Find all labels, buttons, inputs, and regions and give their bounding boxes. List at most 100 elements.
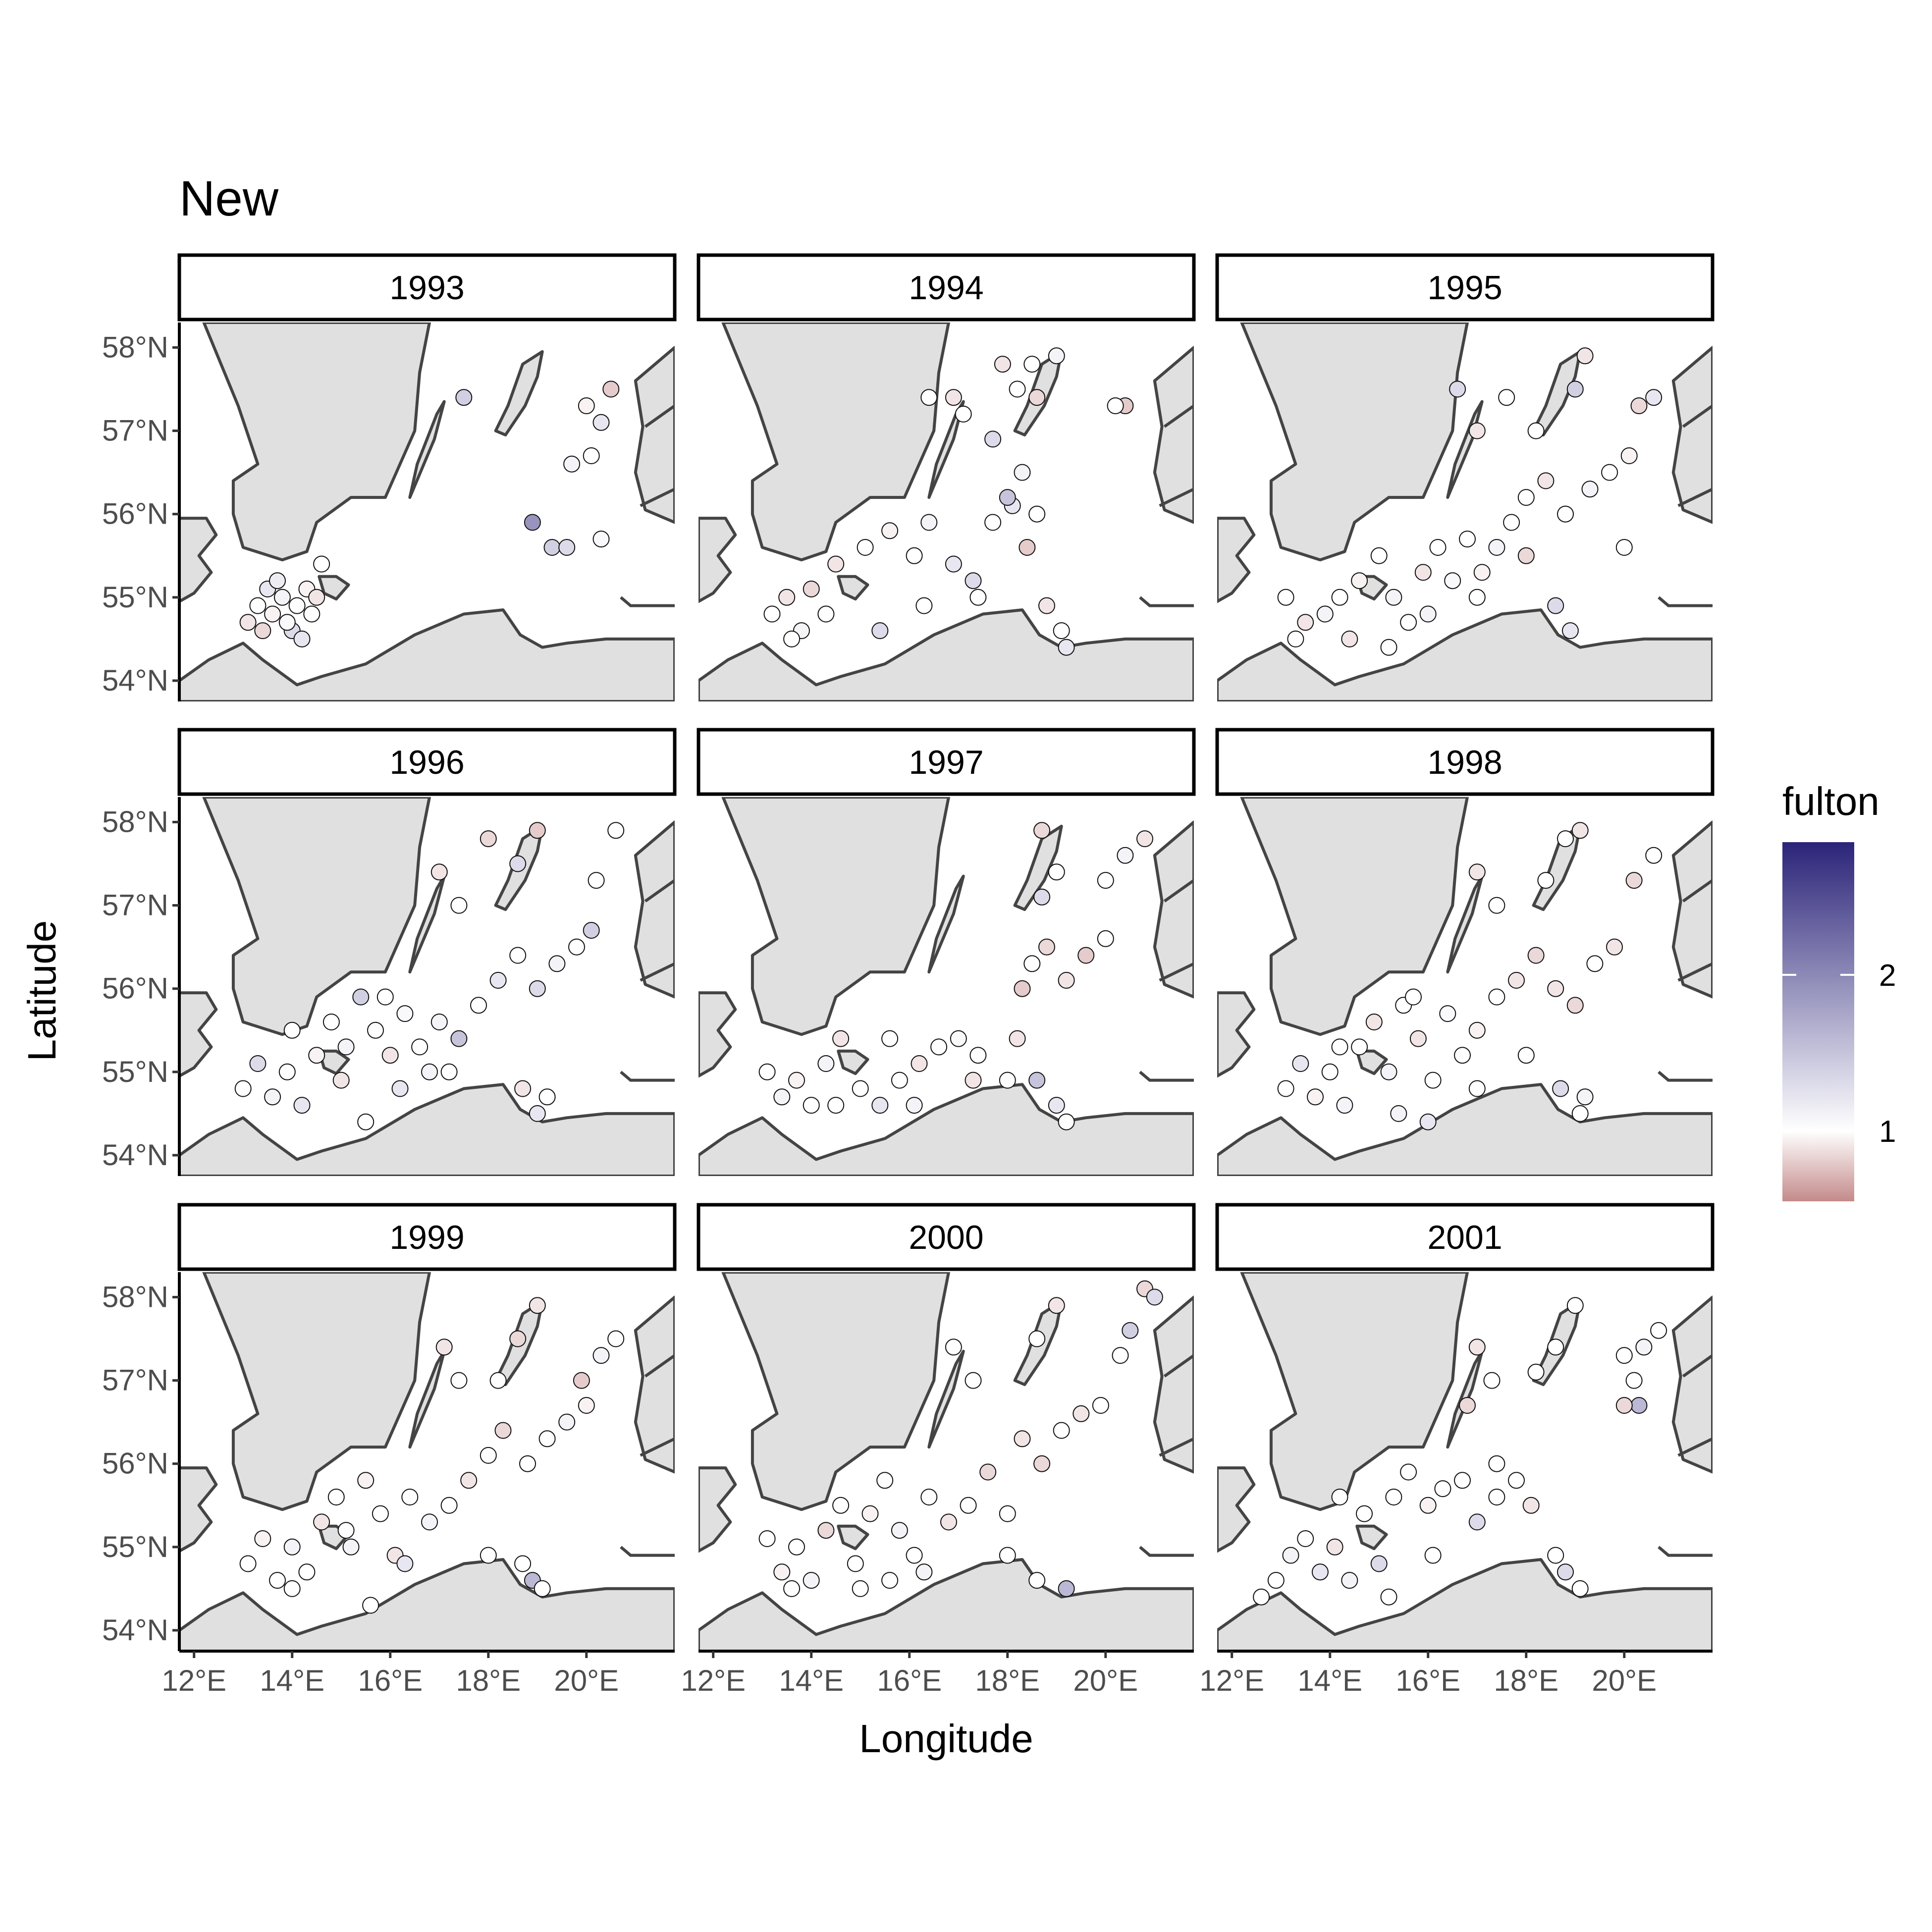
station-point bbox=[1419, 605, 1437, 623]
station-point bbox=[969, 1047, 987, 1064]
border-line bbox=[1163, 404, 1194, 428]
station-point bbox=[1365, 1014, 1383, 1030]
map-area bbox=[698, 1272, 1194, 1651]
facet-strip-label: 2000 bbox=[909, 1219, 983, 1256]
station-point bbox=[1097, 872, 1114, 889]
map-area bbox=[698, 797, 1194, 1176]
station-point bbox=[602, 380, 620, 398]
station-point bbox=[1625, 1372, 1643, 1389]
station-point bbox=[1615, 539, 1633, 556]
station-point bbox=[984, 430, 1002, 448]
station-point bbox=[435, 1339, 453, 1356]
land-polygon bbox=[1217, 517, 1256, 603]
station-point bbox=[920, 514, 938, 531]
station-point bbox=[1048, 863, 1065, 881]
y-tick-label: 56°N bbox=[102, 972, 168, 1005]
border-line bbox=[1682, 404, 1713, 428]
station-point bbox=[1566, 380, 1584, 398]
station-point bbox=[421, 1063, 438, 1080]
station-point bbox=[1331, 589, 1348, 606]
station-point bbox=[1517, 1047, 1535, 1064]
facet-strip-label: 1995 bbox=[1427, 269, 1502, 307]
station-point bbox=[480, 1447, 497, 1464]
station-point bbox=[906, 1547, 923, 1564]
station-point bbox=[871, 1097, 889, 1114]
station-point bbox=[450, 1030, 468, 1047]
station-point bbox=[1503, 514, 1520, 531]
station-point bbox=[817, 1522, 835, 1539]
station-point bbox=[1053, 1422, 1070, 1439]
land-polygon bbox=[1240, 322, 1469, 562]
station-point bbox=[480, 1547, 497, 1564]
land-polygon bbox=[698, 1466, 737, 1553]
land-polygon bbox=[837, 1524, 869, 1551]
station-point bbox=[881, 1030, 899, 1047]
map-panel bbox=[698, 797, 1194, 1176]
station-point bbox=[283, 1580, 301, 1597]
station-point bbox=[391, 1080, 409, 1097]
facet-panel: 1996 54°N 55°N 56°N 57°N 58°N bbox=[102, 728, 677, 1176]
station-point bbox=[1527, 422, 1545, 439]
facet-panel: 1997 bbox=[697, 728, 1196, 1176]
station-point bbox=[421, 1513, 438, 1531]
land-polygon bbox=[202, 797, 431, 1036]
station-point bbox=[1253, 1588, 1270, 1606]
station-point bbox=[906, 1097, 923, 1114]
facet-strip-label: 1996 bbox=[389, 744, 464, 781]
station-point bbox=[558, 1413, 576, 1431]
station-point bbox=[1009, 1030, 1026, 1047]
chart-title: New bbox=[179, 171, 279, 226]
facet-strip bbox=[177, 728, 677, 796]
land-polygon bbox=[721, 797, 950, 1036]
land-polygon bbox=[634, 1295, 675, 1474]
station-point bbox=[1058, 971, 1075, 989]
station-point bbox=[1385, 589, 1402, 606]
station-point bbox=[1277, 1080, 1294, 1097]
station-point bbox=[514, 1080, 532, 1097]
station-point bbox=[945, 389, 962, 406]
station-point bbox=[509, 855, 527, 872]
station-point bbox=[519, 1455, 536, 1472]
station-point bbox=[583, 447, 600, 464]
station-point bbox=[1615, 1397, 1633, 1414]
station-point bbox=[920, 389, 938, 406]
y-tick-label: 54°N bbox=[102, 664, 168, 697]
station-point bbox=[1561, 622, 1579, 640]
facet-strip bbox=[1215, 1203, 1715, 1271]
station-point bbox=[249, 1055, 267, 1072]
x-tick-label: 18°E bbox=[975, 1664, 1040, 1697]
x-tick-label: 14°E bbox=[1297, 1664, 1362, 1697]
station-point bbox=[1566, 1297, 1584, 1314]
station-point bbox=[915, 597, 933, 614]
border-line bbox=[644, 879, 675, 903]
map-area bbox=[698, 322, 1194, 701]
station-point bbox=[1048, 1097, 1065, 1114]
station-point bbox=[1444, 572, 1461, 590]
station-point bbox=[1038, 938, 1055, 956]
x-tick-label: 16°E bbox=[1395, 1664, 1460, 1697]
station-point bbox=[773, 1088, 791, 1106]
station-point bbox=[881, 1572, 899, 1589]
station-point bbox=[1547, 980, 1564, 997]
station-point bbox=[1370, 547, 1388, 564]
station-point bbox=[401, 1489, 419, 1505]
land-polygon bbox=[1532, 350, 1582, 436]
land-polygon bbox=[1446, 874, 1484, 974]
station-point bbox=[1316, 605, 1334, 623]
land-polygon bbox=[634, 820, 675, 999]
station-point bbox=[548, 955, 566, 972]
facet-panel: 1994 bbox=[697, 253, 1196, 701]
station-point bbox=[494, 1422, 512, 1439]
station-point bbox=[1073, 1405, 1090, 1422]
station-point bbox=[1023, 955, 1041, 972]
station-point bbox=[249, 597, 267, 614]
station-point bbox=[529, 822, 546, 839]
facet-grid: 1993 54°N 55°N 56°N 57°N 58°N 1994 1995 1996 54°N… bbox=[102, 253, 1715, 1697]
station-point bbox=[832, 1497, 850, 1514]
land-polygon bbox=[1013, 824, 1063, 911]
land-polygon bbox=[1217, 1466, 1256, 1553]
station-point bbox=[283, 1538, 301, 1556]
station-point bbox=[1468, 1513, 1486, 1531]
station-point bbox=[920, 1489, 938, 1505]
station-point bbox=[1023, 356, 1041, 373]
